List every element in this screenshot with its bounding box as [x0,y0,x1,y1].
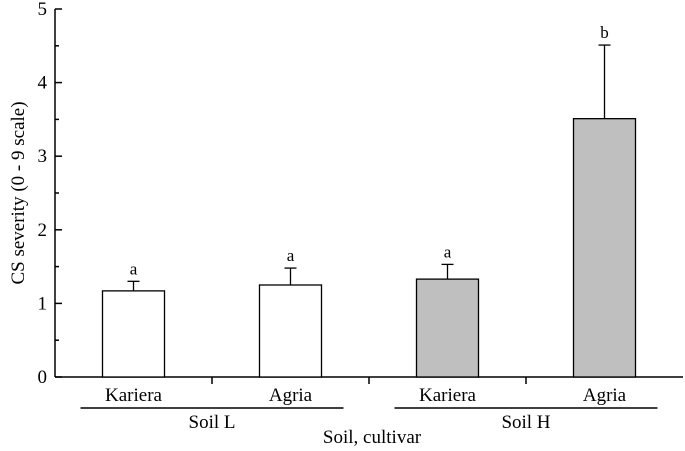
bar [415,278,480,378]
y-tick-label: 2 [38,220,48,241]
bar [258,284,323,378]
bar [572,118,637,378]
x-category-label: Kariera [105,385,163,406]
group-label: Soil H [501,412,550,433]
y-tick-label: 0 [38,367,48,388]
plot-area: 0 1 2 3 4 5 a Kariera a Agria a Kariera b Agria Soil L… [38,0,683,433]
x-category-label: Kariera [419,385,477,406]
y-tick-label: 5 [38,0,48,20]
significance-label: a [130,259,138,278]
group-label: Soil L [189,412,236,433]
y-tick-label: 1 [38,293,48,314]
x-category-label: Agria [583,385,627,406]
x-axis-title: Soil, cultivar [323,427,422,448]
bar [101,290,166,378]
y-axis-title: CS severity (0 - 9 scale) [8,101,29,284]
significance-label: a [444,242,452,261]
significance-label: a [287,246,295,265]
y-tick-label: 3 [38,146,48,167]
x-category-label: Agria [269,385,313,406]
y-tick-label: 4 [38,73,48,94]
significance-label: b [600,23,609,42]
